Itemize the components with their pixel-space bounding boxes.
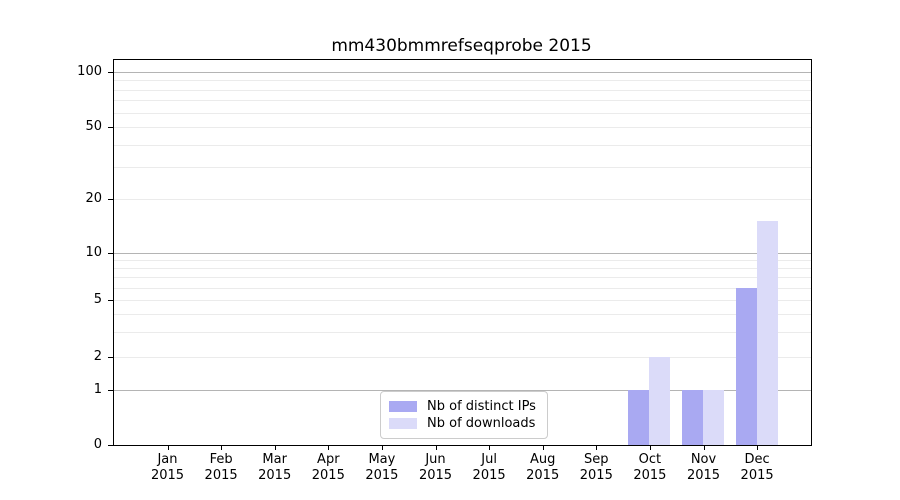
y-tick-mark [108,300,114,301]
x-tick-month: May [368,452,396,467]
x-tick-year: 2015 [258,468,292,483]
y-tick-label: 1 [93,382,102,397]
x-tick-month: Oct [638,452,662,467]
major-gridline [114,253,811,254]
minor-gridline [114,268,811,270]
x-tick-year: 2015 [472,468,506,483]
y-tick-label: 5 [93,292,102,307]
minor-gridline [114,331,811,333]
x-tick-label-sep: Sep 2015 [564,452,628,484]
legend-entry-distinct-ips: Nb of distinct IPs [389,398,539,415]
x-tick-year: 2015 [204,468,238,483]
x-tick-month: Jul [481,452,497,467]
minor-gridline [114,100,811,102]
minor-gridline [114,260,811,262]
x-tick-mark [167,445,169,450]
x-tick-label-jan: Jan 2015 [136,452,200,484]
x-tick-year: 2015 [686,468,721,483]
x-tick-month: Mar [262,452,287,467]
x-tick-mark [221,445,223,450]
x-tick-month: Dec [744,452,770,467]
y-tick-mark [108,445,114,446]
legend-label-downloads: Nb of downloads [427,416,536,431]
y-tick-mark [108,390,114,391]
x-tick-label-may: May 2015 [350,452,414,484]
x-tick-mark [596,445,598,450]
x-tick-year: 2015 [633,468,667,483]
x-tick-year: 2015 [526,468,560,483]
bar-downloads-oct [649,357,671,445]
x-tick-month: Apr [317,452,340,467]
minor-gridline [114,144,811,146]
x-tick-month: Nov [690,452,717,467]
y-tick-mark [108,127,114,128]
y-tick-label: 2 [93,349,102,364]
x-tick-label-dec: Dec 2015 [725,452,789,484]
minor-gridline [114,112,811,114]
x-tick-label-jul: Jul 2015 [457,452,521,484]
bar-downloads-dec [756,221,778,445]
x-tick-mark [542,445,544,450]
major-gridline [114,72,811,73]
x-tick-mark [703,445,705,450]
y-tick-label: 50 [85,119,102,134]
minor-gridline [114,167,811,169]
bar-distinct-ips-oct [628,390,650,445]
x-tick-month: Feb [209,452,233,467]
x-tick-mark [757,445,759,450]
x-tick-mark [435,445,437,450]
x-tick-mark [274,445,276,450]
minor-gridline [114,89,811,91]
x-tick-month: Sep [584,452,609,467]
x-tick-label-jun: Jun 2015 [404,452,468,484]
x-tick-month: Aug [529,452,556,467]
bar-distinct-ips-nov [682,390,703,445]
y-tick-mark [108,253,114,254]
minor-gridline [114,199,811,200]
minor-gridline [114,80,811,82]
x-tick-year: 2015 [365,468,399,483]
x-tick-mark [489,445,491,450]
minor-gridline [114,127,811,128]
minor-gridline [114,313,811,315]
y-tick-label: 0 [93,437,102,452]
legend-swatch-distinct-ips [389,401,417,412]
y-tick-mark [108,357,114,358]
x-tick-label-oct: Oct 2015 [618,452,682,484]
legend-label-distinct-ips: Nb of distinct IPs [427,399,536,414]
x-tick-year: 2015 [740,468,774,483]
x-tick-label-apr: Apr 2015 [296,452,360,484]
legend-swatch-downloads [389,418,417,429]
minor-gridline [114,300,811,301]
minor-gridline [114,287,811,289]
plot-area: Nb of distinct IPs Nb of downloads 0 1 2 5 1… [77,59,812,483]
x-tick-year: 2015 [311,468,345,483]
minor-gridline [114,357,811,358]
x-tick-month: Jan [157,452,178,467]
x-tick-mark [649,445,651,450]
y-tick-label: 20 [85,191,102,206]
x-tick-label-nov: Nov 2015 [672,452,736,484]
major-gridline [114,390,811,391]
bar-downloads-nov [703,390,724,445]
y-tick-label: 10 [85,245,102,260]
x-tick-year: 2015 [150,468,185,483]
y-tick-label: 100 [77,64,102,79]
y-tick-mark [108,199,114,200]
legend-entry-downloads: Nb of downloads [389,415,539,432]
legend: Nb of distinct IPs Nb of downloads [380,391,548,439]
y-tick-mark [108,72,114,73]
bar-distinct-ips-dec [735,287,757,445]
x-tick-mark [328,445,330,450]
x-tick-label-feb: Feb 2015 [189,452,253,484]
x-tick-label-mar: Mar 2015 [243,452,307,484]
x-tick-mark [381,445,383,450]
x-tick-year: 2015 [418,468,453,483]
minor-gridline [114,277,811,279]
x-tick-year: 2015 [579,468,613,483]
x-tick-label-aug: Aug 2015 [511,452,575,484]
x-tick-month: Jun [425,452,446,467]
chart-title: mm430bmmrefseqprobe 2015 [331,36,592,56]
